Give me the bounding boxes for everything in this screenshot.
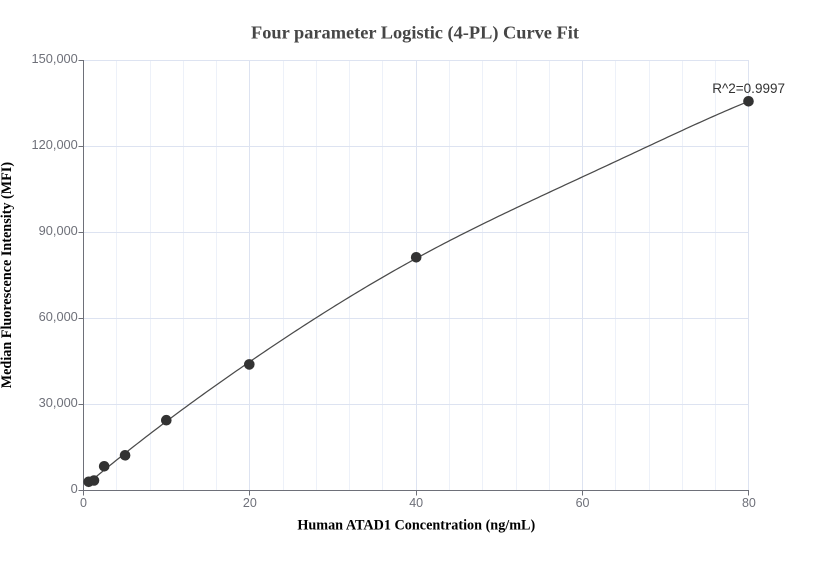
svg-text:0: 0 [71,481,78,496]
svg-text:90,000: 90,000 [39,223,78,238]
svg-text:60,000: 60,000 [39,309,78,324]
svg-text:40: 40 [409,496,423,510]
svg-text:80: 80 [742,496,756,510]
svg-text:R^2=0.9997: R^2=0.9997 [712,81,785,96]
svg-text:Four parameter Logistic (4-PL): Four parameter Logistic (4-PL) Curve Fit [251,23,580,44]
svg-text:Human ATAD1 Concentration (ng/: Human ATAD1 Concentration (ng/mL) [297,517,535,533]
svg-text:150,000: 150,000 [32,51,78,66]
svg-text:0: 0 [80,496,87,510]
svg-text:20: 20 [243,496,257,510]
svg-text:30,000: 30,000 [39,395,78,410]
svg-text:Median Fluorescence Intensity: Median Fluorescence Intensity (MFI) [0,162,15,389]
svg-text:60: 60 [576,496,590,510]
svg-text:120,000: 120,000 [32,137,78,152]
